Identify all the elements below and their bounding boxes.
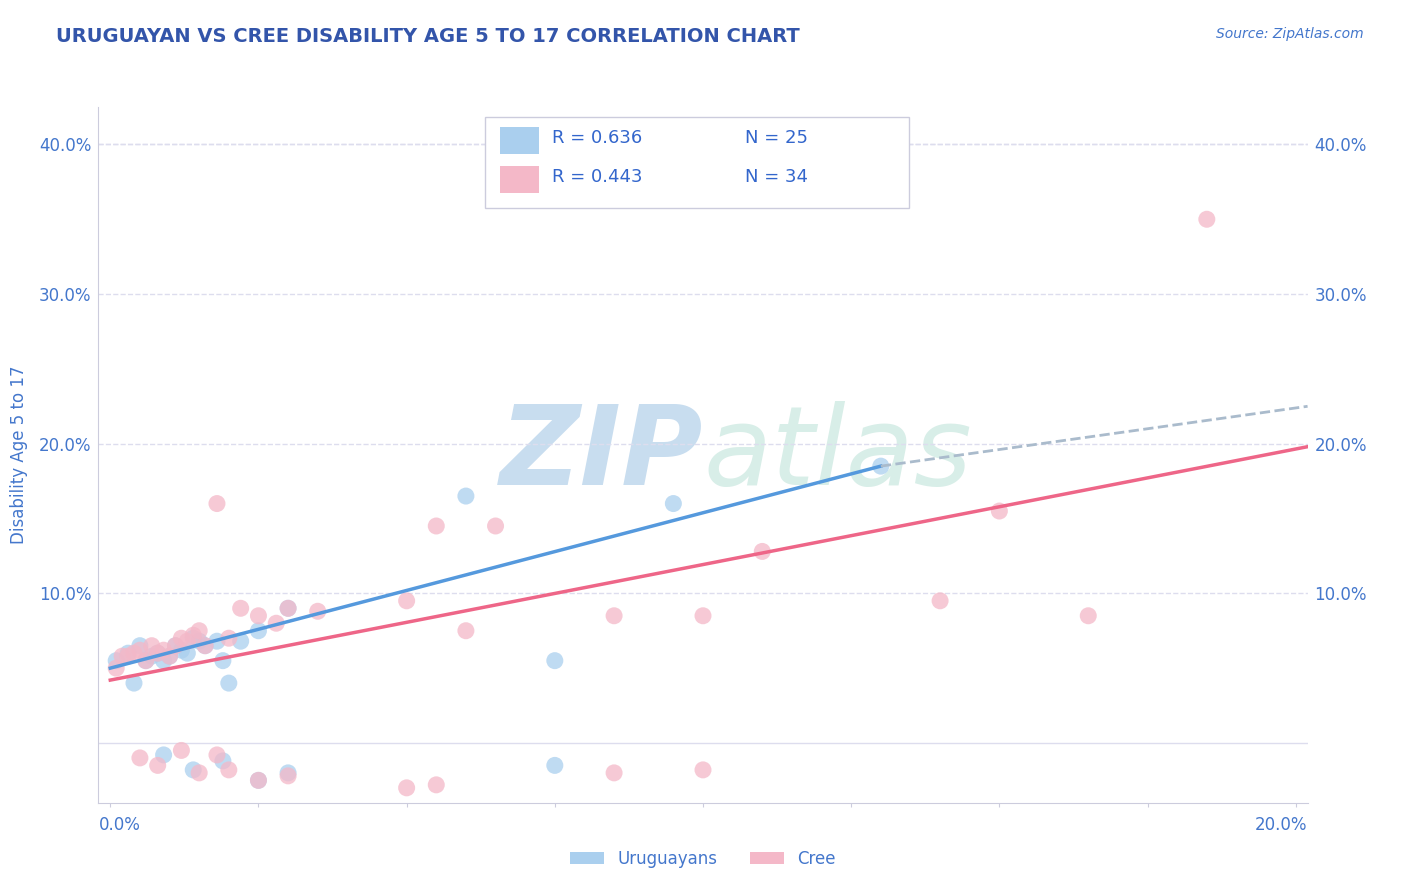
Point (264, 616, 287, 631)
Text: R = 0.636: R = 0.636 (553, 129, 643, 147)
Point (146, 646, 169, 660)
Point (662, 497, 685, 511)
Point (194, 639, 217, 653)
Point (117, 646, 139, 660)
Point (170, 631, 193, 645)
Point (188, 765, 211, 780)
Point (205, 634, 228, 648)
Point (181, 763, 204, 777)
Point (484, 519, 506, 533)
Point (218, 676, 240, 690)
Point (135, 654, 157, 668)
Point (165, 639, 187, 653)
Legend: Uruguayans, Cree: Uruguayans, Cree (564, 844, 842, 875)
Text: ZIP: ZIP (499, 401, 703, 508)
Point (247, 608, 270, 623)
Point (218, 763, 240, 777)
FancyBboxPatch shape (485, 118, 908, 208)
Point (277, 769, 299, 783)
Point (454, 489, 477, 503)
Point (247, 624, 270, 638)
Text: 0.0%: 0.0% (98, 816, 141, 834)
Point (122, 676, 145, 690)
Point (159, 649, 181, 664)
Point (152, 747, 174, 762)
Point (692, 608, 714, 623)
Point (544, 654, 567, 668)
Point (425, 519, 447, 533)
FancyBboxPatch shape (501, 166, 538, 193)
Point (229, 601, 252, 615)
Point (194, 639, 217, 653)
Text: N = 25: N = 25 (745, 129, 808, 147)
Point (141, 649, 163, 664)
Point (1077, 608, 1099, 623)
Point (181, 631, 204, 645)
Point (188, 634, 211, 648)
Point (170, 643, 193, 657)
Point (181, 628, 204, 642)
Point (1195, 212, 1218, 227)
Point (395, 594, 418, 608)
Point (152, 643, 174, 657)
Text: N = 34: N = 34 (745, 168, 808, 186)
Point (277, 601, 299, 615)
Point (141, 639, 163, 653)
Text: atlas: atlas (703, 401, 972, 508)
Point (395, 780, 418, 795)
Point (988, 504, 1011, 518)
Y-axis label: Disability Age 5 to 17: Disability Age 5 to 17 (10, 366, 28, 544)
Point (135, 654, 157, 668)
Point (229, 634, 252, 648)
Point (129, 643, 152, 657)
Point (247, 773, 270, 788)
FancyBboxPatch shape (501, 128, 538, 153)
Text: Source: ZipAtlas.com: Source: ZipAtlas.com (1216, 27, 1364, 41)
Point (212, 654, 235, 668)
Point (159, 649, 181, 664)
Point (454, 624, 477, 638)
Point (212, 754, 235, 768)
Point (544, 758, 567, 772)
Point (165, 639, 187, 653)
Point (751, 544, 773, 558)
Point (603, 765, 626, 780)
Point (218, 631, 240, 645)
Point (146, 646, 169, 660)
Point (425, 778, 447, 792)
Point (247, 773, 270, 788)
Point (152, 654, 174, 668)
Point (105, 654, 128, 668)
Point (105, 661, 128, 675)
Point (111, 649, 134, 664)
Point (205, 747, 228, 762)
Text: R = 0.443: R = 0.443 (553, 168, 643, 186)
Point (277, 765, 299, 780)
Point (176, 634, 198, 648)
Point (692, 763, 714, 777)
Point (277, 601, 299, 615)
Point (146, 758, 169, 772)
Point (869, 459, 891, 474)
Point (129, 751, 152, 765)
Point (307, 604, 329, 618)
Point (122, 646, 145, 660)
Point (117, 649, 139, 664)
Text: URUGUAYAN VS CREE DISABILITY AGE 5 TO 17 CORRELATION CHART: URUGUAYAN VS CREE DISABILITY AGE 5 TO 17… (56, 27, 800, 45)
Point (205, 497, 228, 511)
Point (188, 624, 211, 638)
Point (170, 743, 193, 757)
Point (129, 639, 152, 653)
Point (929, 594, 952, 608)
Point (603, 608, 626, 623)
Text: 20.0%: 20.0% (1256, 816, 1308, 834)
Point (176, 646, 198, 660)
